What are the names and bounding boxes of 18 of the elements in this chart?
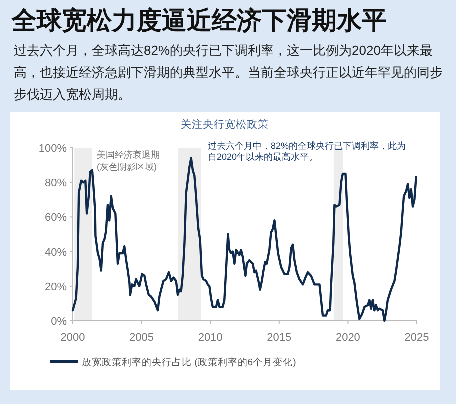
chart-title: 全球宽松力度逼近经济下滑期水平 [12, 6, 387, 37]
annotation: 美国经济衰退期 (灰色阴影区域) [97, 149, 161, 173]
x-tick-label: 2020 [336, 332, 360, 344]
annotation: 过去六个月中，82%的全球央行已下调利率，此为自2020年以来的最高水平。 [208, 141, 408, 163]
x-tick-label: 2015 [267, 332, 292, 344]
chart-subtitle: 过去六个月，全球高达82%的央行已下调利率，这一比例为2020年以来最高，也接近经济急剧下滑期的典型水平。当前全球央行正以近年罕见的同步步伐迈入宽松周期。 [14, 42, 444, 104]
legend-label: 放宽政策利率的央行占比 (政策利率的6个月变化) [82, 356, 296, 368]
x-tick-label: 2010 [198, 332, 223, 344]
x-tick-label: 2000 [60, 332, 86, 344]
y-tick-label: 80% [44, 178, 68, 190]
y-tick-label: 20% [44, 281, 68, 294]
y-tick-label: 100% [38, 143, 68, 155]
y-tick-label: 40% [44, 246, 68, 259]
y-tick-label: 60% [44, 212, 68, 224]
x-tick-label: 2005 [130, 332, 154, 344]
y-tick-label: 0% [51, 316, 68, 328]
x-tick-label: 2025 [404, 332, 430, 344]
text: 关注央行宽松政策 [180, 118, 270, 132]
